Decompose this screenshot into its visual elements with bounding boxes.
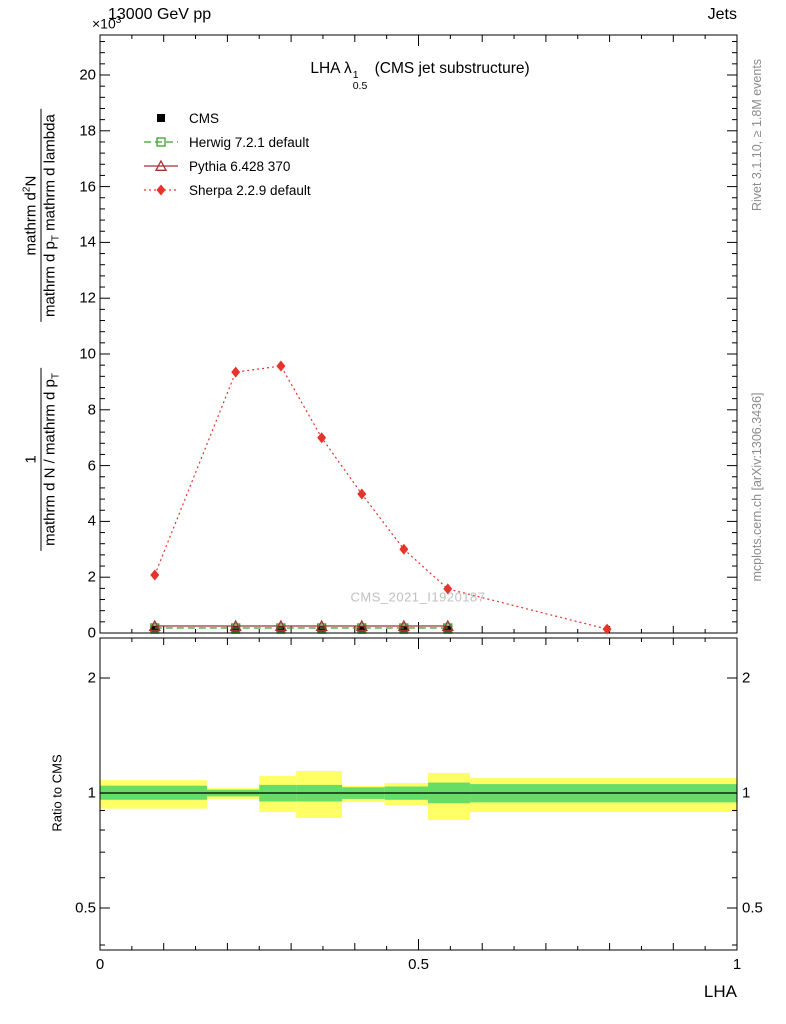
y-axis-multiplier: ×103 [92,15,122,32]
y-tick-label: 12 [79,289,96,307]
title-scripts: 1 0.5 [353,70,368,91]
Sherpa 2.2.9 default-marker [150,569,160,581]
Sherpa 2.2.9 default-marker [357,488,367,500]
Sherpa 2.2.9 default-marker [276,360,286,372]
x-axis-label: LHA [703,982,737,1001]
axes-ticks [99,35,738,950]
x-tick-label: 0.5 [408,956,429,973]
legend-item: CMS [142,106,311,130]
legend-item: Sherpa 2.2.9 default [142,178,311,202]
legend-triangle-open-icon [144,159,178,171]
CMS-marker [231,625,240,634]
ratio-tick-label: 1 [87,784,96,802]
legend-square-open-icon [144,137,178,147]
analysis-group-label: Jets [707,6,737,23]
title-superscript: 1 [352,69,359,81]
beam-energy-label: 13000 GeV pp [108,6,212,23]
y-tick-label: 4 [87,512,96,530]
Sherpa 2.2.9 default-line [154,365,608,630]
y-tick-label: 18 [79,122,96,140]
Pythia 6.428 370-marker [148,619,161,631]
Sherpa 2.2.9 default-marker [317,432,327,444]
y-tick-label: 6 [87,457,96,475]
x-tick-label: 0 [95,956,105,973]
CMS-marker [317,625,326,634]
Pythia 6.428 370-marker [441,619,454,631]
CMS-marker [443,625,452,634]
y-tick-label: 16 [79,178,96,196]
title-suffix: (CMS jet substructure) [370,60,530,77]
Pythia 6.428 370-marker [274,619,287,631]
title-prefix: LHA λ [310,60,352,77]
ratio-tick-label: 2 [87,669,96,687]
Pythia 6.428 370-marker [397,619,410,631]
ratio-tick-label-right: 2 [742,669,751,687]
legend-marker-sample [157,114,165,122]
plot-title: LHA λ 1 0.5 (CMS jet substructure) [310,60,529,91]
ratio-bands [100,770,737,820]
title-subscript: 0.5 [352,79,368,92]
legend-item: Herwig 7.2.1 default [142,130,311,154]
rivet-version-note: Rivet 3.1.10, ≥ 1.8M events [750,58,764,212]
Pythia 6.428 370-marker [229,619,242,631]
series-layer [148,360,612,635]
legend-label: Herwig 7.2.1 default [189,134,310,150]
y-tick-label: 0 [87,624,96,642]
y-tick-label: 10 [79,345,96,363]
CMS-marker [276,625,285,634]
legend-square-filled-icon [157,114,165,122]
legend-item: Pythia 6.428 370 [142,154,311,178]
mcplots-citation-note: mcplots.cern.ch [arXiv:1306.3436] [750,392,764,582]
Pythia 6.428 370-marker [355,619,368,631]
y-tick-label: 2 [87,568,96,586]
Sherpa 2.2.9 default-marker [399,543,409,555]
Sherpa 2.2.9 default-marker [443,583,453,595]
Pythia 6.428 370-marker [315,619,328,631]
y-tick-label: 8 [87,401,96,419]
CMS-marker [399,625,408,634]
legend-marker-sample [154,159,168,171]
legend: CMS Herwig 7.2.1 default Pythia 6.428 370 S… [142,106,311,202]
y-tick-label: 20 [79,66,96,84]
CMS-marker [357,625,366,634]
watermark: CMS_2021_I1920187 [350,589,486,605]
y-tick-label: 14 [79,233,96,251]
x-tick-label: 1 [732,956,742,973]
legend-label: Pythia 6.428 370 [189,158,291,174]
legend-diamond-filled-icon [144,184,178,196]
legend-marker-sample [156,184,166,196]
fraction-numerator: 1 [22,368,41,551]
CMS-marker [150,625,159,634]
legend-label: Sherpa 2.2.9 default [189,182,311,198]
ratio-tick-label-right: 1 [742,784,751,802]
fraction-numerator: mathrm d2N [21,109,42,323]
Sherpa 2.2.9 default-marker [231,366,241,378]
y-axis-label: 1 mathrm d N / mathrm d pT mathrm d2N ma… [21,109,63,551]
ratio-tick-label-right: 0.5 [742,899,763,917]
Sherpa 2.2.9 default-marker [602,623,612,635]
legend-marker-sample [156,137,166,147]
legend-label: CMS [189,110,219,126]
ratio-tick-label: 0.5 [75,899,96,917]
